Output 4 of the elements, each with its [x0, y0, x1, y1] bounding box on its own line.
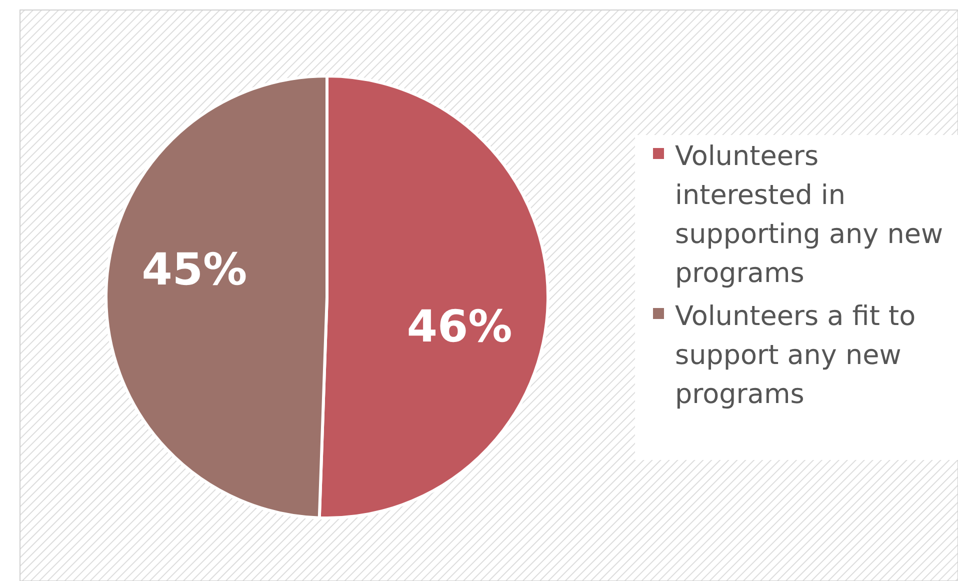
- data-label: 46%: [406, 301, 512, 352]
- data-label: 45%: [142, 244, 248, 296]
- legend-label: Volunteers a fit to support any new programs: [675, 301, 916, 410]
- legend-label: Volunteers interested in supporting any new programs: [675, 141, 944, 290]
